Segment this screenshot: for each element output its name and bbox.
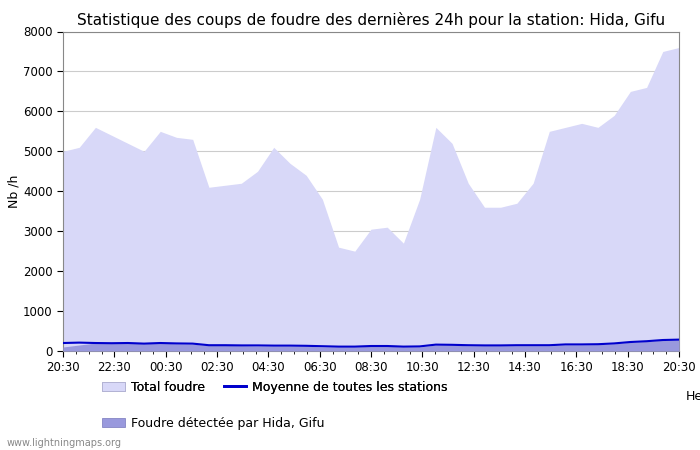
Legend: Foudre détectée par Hida, Gifu: Foudre détectée par Hida, Gifu (97, 412, 330, 435)
Legend: Total foudre, Moyenne de toutes les stations: Total foudre, Moyenne de toutes les stat… (97, 376, 453, 399)
Text: www.lightningmaps.org: www.lightningmaps.org (7, 438, 122, 448)
Y-axis label: Nb /h: Nb /h (7, 175, 20, 208)
Title: Statistique des coups de foudre des dernières 24h pour la station: Hida, Gifu: Statistique des coups de foudre des dern… (77, 12, 665, 27)
Text: Heure: Heure (686, 390, 700, 403)
